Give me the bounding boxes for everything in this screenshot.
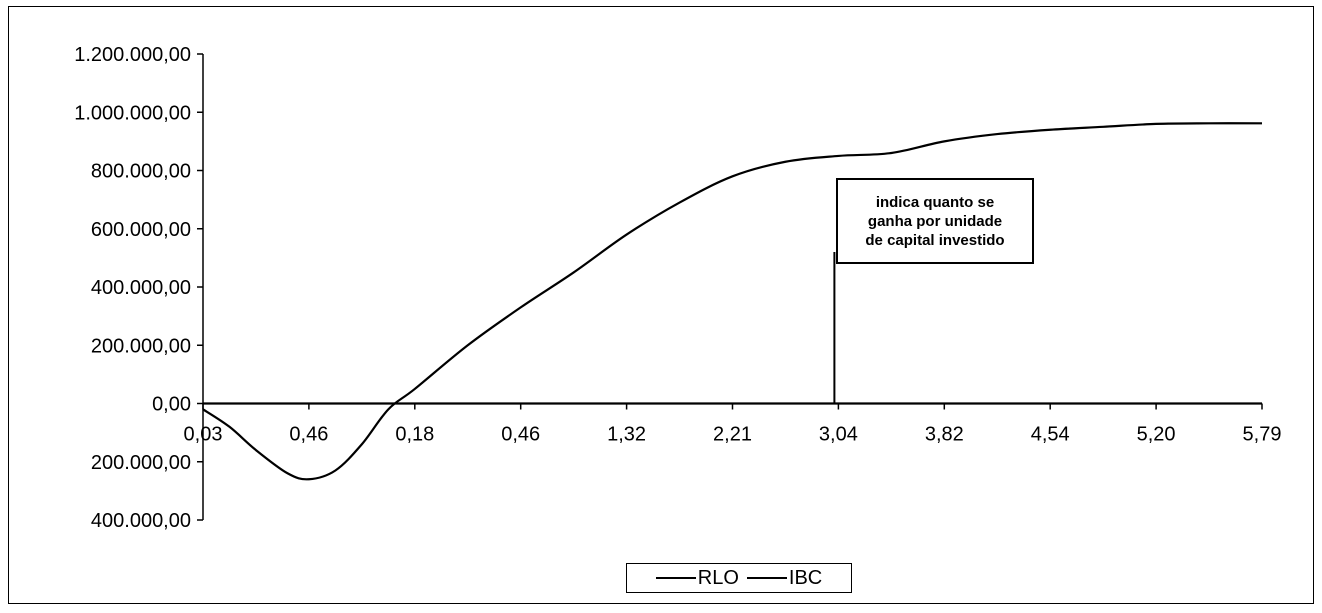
y-tick-label: 1.200.000,00 xyxy=(74,44,191,66)
x-tick-label: 3,04 xyxy=(819,424,858,446)
x-tick-label: 4,54 xyxy=(1031,424,1070,446)
x-tick-label: 2,21 xyxy=(713,424,752,446)
legend: RLO IBC xyxy=(626,563,852,593)
y-tick-label: 200.000,00 xyxy=(91,335,191,357)
y-tick-label: 600.000,00 xyxy=(91,219,191,241)
x-tick-label: 0,46 xyxy=(289,424,328,446)
series-lines xyxy=(202,122,1263,481)
y-tick-label: 400.000,00 xyxy=(91,277,191,299)
x-tick-label: 5,79 xyxy=(1243,424,1282,446)
legend-label-ibc: IBC xyxy=(788,566,823,589)
annotation-box: indica quanto se ganha por unidade de ca… xyxy=(836,178,1034,264)
legend-item-ibc: IBC xyxy=(746,566,823,590)
legend-label-rlo: RLO xyxy=(697,566,739,589)
x-axis: 0,03 0,46 0,18 0,46 1,32 2,21 3,04 3,82 4,54 5,20… xyxy=(184,402,1282,446)
legend-swatch-rlo xyxy=(655,577,696,579)
annotation-line-3: de capital investido xyxy=(865,231,1005,249)
y-tick-label: 400.000,00 xyxy=(91,510,191,532)
x-tick-label: 3,82 xyxy=(925,424,964,446)
annotation-line-2: ganha por unidade xyxy=(867,212,1003,230)
x-tick-label: 1,32 xyxy=(607,424,646,446)
legend-swatch-ibc xyxy=(746,577,787,579)
y-tick-label: 0,00 xyxy=(152,394,191,416)
y-tick-label: 200.000,00 xyxy=(91,452,191,474)
series-line-rlo xyxy=(202,122,1263,481)
x-tick-label: 5,20 xyxy=(1137,424,1176,446)
y-axis: 1.200.000,00 1.000.000,00 800.000,00 600.00… xyxy=(74,44,204,532)
y-tick-label: 800.000,00 xyxy=(91,161,191,183)
legend-item-rlo: RLO xyxy=(655,566,739,590)
x-tick-label: 0,03 xyxy=(184,424,223,446)
x-tick-label: 0,46 xyxy=(501,424,540,446)
chart-frame xyxy=(8,6,1314,604)
y-tick-label: 1.000.000,00 xyxy=(74,102,191,124)
annotation-line-1: indica quanto se xyxy=(875,193,995,211)
x-tick-label: 0,18 xyxy=(395,424,434,446)
